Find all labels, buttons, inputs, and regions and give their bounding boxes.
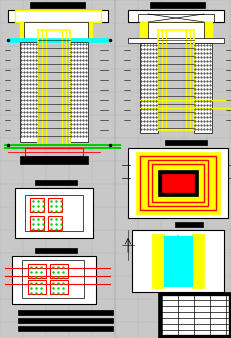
Bar [28,280,46,294]
Bar [163,236,191,286]
Bar [15,10,100,22]
Bar [139,22,211,40]
Bar [20,42,38,142]
Bar [137,14,213,22]
Bar [30,2,85,8]
Bar [35,180,77,185]
Bar [18,310,112,315]
Bar [128,10,223,22]
Bar [18,318,112,323]
Bar [30,216,44,230]
Bar [128,38,223,43]
Bar [131,230,223,292]
Bar [135,152,219,214]
Bar [164,140,206,145]
Bar [149,2,204,8]
Bar [161,296,227,334]
Bar [20,156,88,164]
Bar [139,43,157,133]
Bar [128,148,227,218]
Bar [70,42,88,142]
Bar [161,174,193,192]
Bar [8,10,108,22]
Bar [22,260,84,298]
Bar [35,248,77,253]
Bar [24,22,88,40]
Bar [15,188,93,238]
Bar [157,292,231,338]
Bar [12,256,96,304]
Bar [139,156,215,210]
Bar [151,164,203,202]
Bar [191,234,203,288]
Bar [25,148,83,156]
Bar [30,198,44,212]
Bar [28,264,46,278]
Bar [8,38,108,42]
Bar [48,198,62,212]
Bar [18,326,112,331]
Bar [157,170,197,196]
Bar [147,160,207,206]
Bar [50,280,68,294]
Bar [193,43,211,133]
Bar [151,234,163,288]
Bar [38,30,70,145]
Bar [25,195,83,231]
Bar [157,30,193,130]
Bar [174,222,202,227]
Bar [50,264,68,278]
Bar [147,22,203,40]
Bar [20,22,92,40]
Bar [48,216,62,230]
